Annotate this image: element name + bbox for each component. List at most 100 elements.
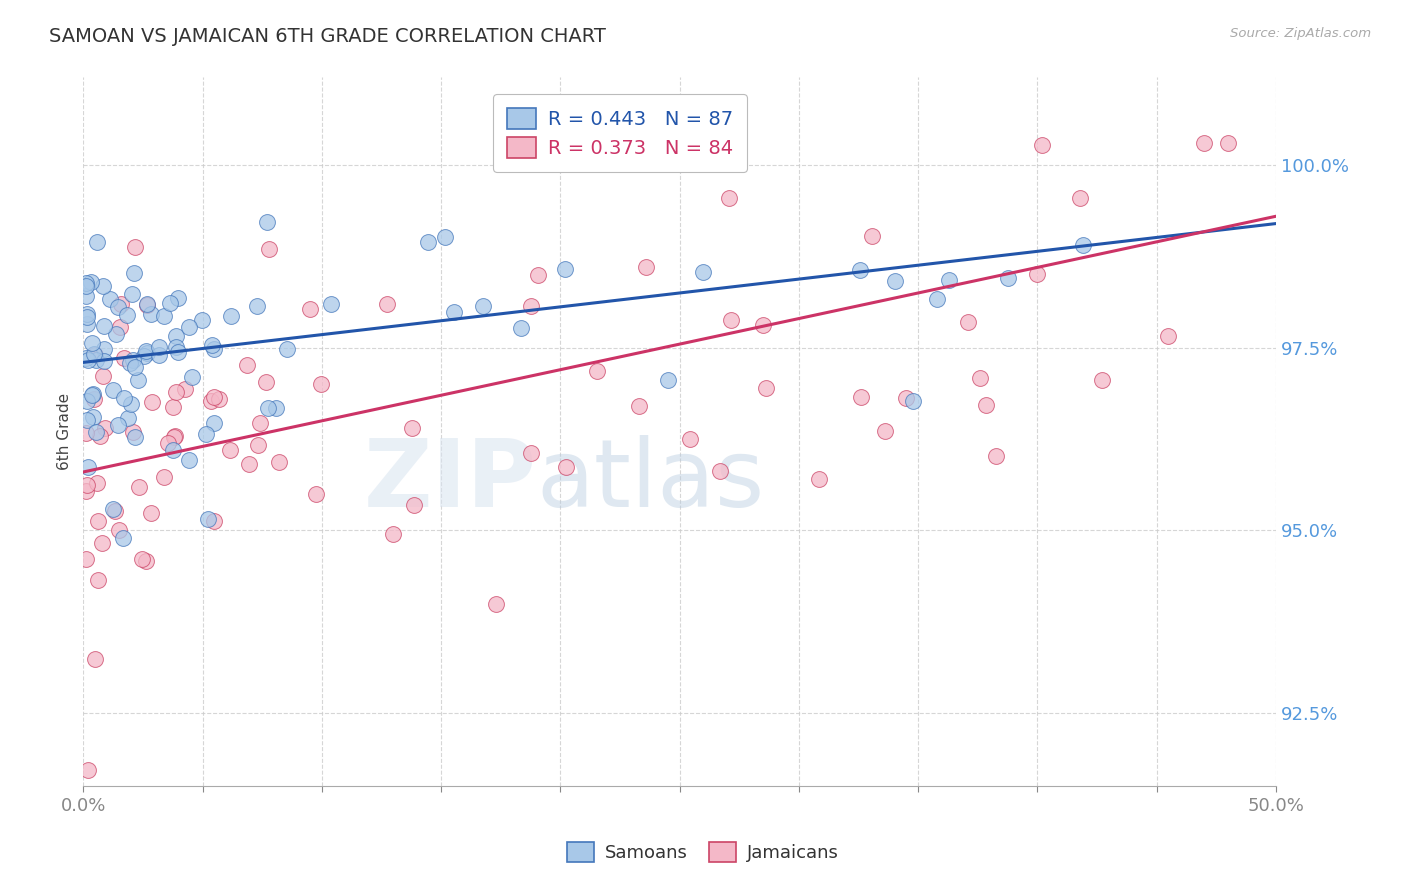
Point (174, 382, 197, 396)
Point (131, 551, 153, 566)
Point (202, 514, 225, 528)
Point (108, 319, 131, 334)
Point (200, 393, 222, 408)
Point (191, 312, 214, 326)
Point (218, 442, 240, 457)
Point (111, 532, 134, 546)
Point (162, 400, 184, 414)
Point (202, 342, 225, 356)
Point (382, 526, 405, 541)
Point (77, 764, 100, 778)
Point (136, 298, 159, 312)
Point (276, 342, 298, 356)
Point (1071, 237, 1094, 252)
Point (167, 291, 190, 305)
Point (93, 354, 115, 368)
Point (401, 421, 423, 435)
Point (86, 425, 108, 440)
Point (165, 329, 187, 343)
Point (969, 371, 991, 385)
Point (148, 340, 170, 354)
Point (162, 442, 184, 457)
Point (80, 336, 103, 351)
Point (235, 358, 257, 372)
Point (135, 554, 157, 568)
Point (98, 292, 121, 306)
Point (90, 535, 112, 549)
Point (180, 370, 202, 384)
Point (112, 351, 135, 365)
Point (266, 401, 288, 416)
Point (896, 391, 918, 405)
Point (75, 552, 97, 566)
Point (974, 398, 997, 412)
Point (247, 438, 270, 452)
Point (679, 432, 702, 446)
Point (76, 310, 98, 324)
Point (1192, 136, 1215, 151)
Point (159, 296, 181, 310)
Point (636, 260, 658, 274)
Point (75, 351, 97, 365)
Point (141, 395, 163, 409)
Point (89, 429, 111, 443)
Point (86, 475, 108, 490)
Point (121, 425, 143, 439)
Point (127, 373, 149, 387)
Point (510, 320, 533, 334)
Point (103, 502, 125, 516)
Point (1026, 267, 1049, 281)
Point (167, 345, 190, 359)
Point (177, 453, 200, 467)
Point (83, 347, 105, 361)
Point (120, 397, 142, 411)
Point (112, 392, 135, 406)
Point (82, 410, 104, 425)
Point (107, 523, 129, 537)
Point (91, 279, 114, 293)
Point (256, 215, 278, 229)
Point (956, 315, 979, 329)
Point (246, 299, 269, 313)
Point (586, 364, 609, 378)
Point (202, 416, 225, 430)
Point (135, 343, 157, 358)
Point (124, 266, 146, 280)
Point (404, 499, 426, 513)
Point (104, 504, 127, 518)
Point (83, 392, 105, 406)
Point (208, 392, 231, 407)
Point (657, 373, 679, 387)
Point (77, 353, 100, 368)
Point (249, 417, 271, 431)
Point (179, 320, 201, 334)
Point (80, 388, 103, 402)
Point (117, 411, 139, 425)
Legend: R = 0.443   N = 87, R = 0.373   N = 84: R = 0.443 N = 87, R = 0.373 N = 84 (494, 95, 747, 171)
Point (526, 268, 548, 283)
Point (136, 345, 159, 359)
Point (165, 340, 187, 354)
Point (132, 349, 155, 363)
Point (485, 598, 508, 612)
Point (418, 235, 440, 250)
Point (76, 318, 98, 332)
Point (122, 353, 145, 368)
Point (305, 487, 328, 501)
Point (165, 384, 187, 399)
Text: ZIP: ZIP (364, 435, 537, 527)
Point (163, 430, 186, 444)
Point (520, 445, 543, 459)
Point (80, 276, 103, 290)
Point (115, 308, 138, 322)
Point (755, 381, 778, 395)
Point (75, 289, 97, 303)
Text: SAMOAN VS JAMAICAN 6TH GRADE CORRELATION CHART: SAMOAN VS JAMAICAN 6TH GRADE CORRELATION… (49, 27, 606, 45)
Point (91, 369, 114, 384)
Point (692, 265, 714, 279)
Point (849, 262, 872, 277)
Point (110, 297, 132, 311)
Point (75, 276, 97, 290)
Point (1069, 191, 1091, 205)
Point (93, 318, 115, 333)
